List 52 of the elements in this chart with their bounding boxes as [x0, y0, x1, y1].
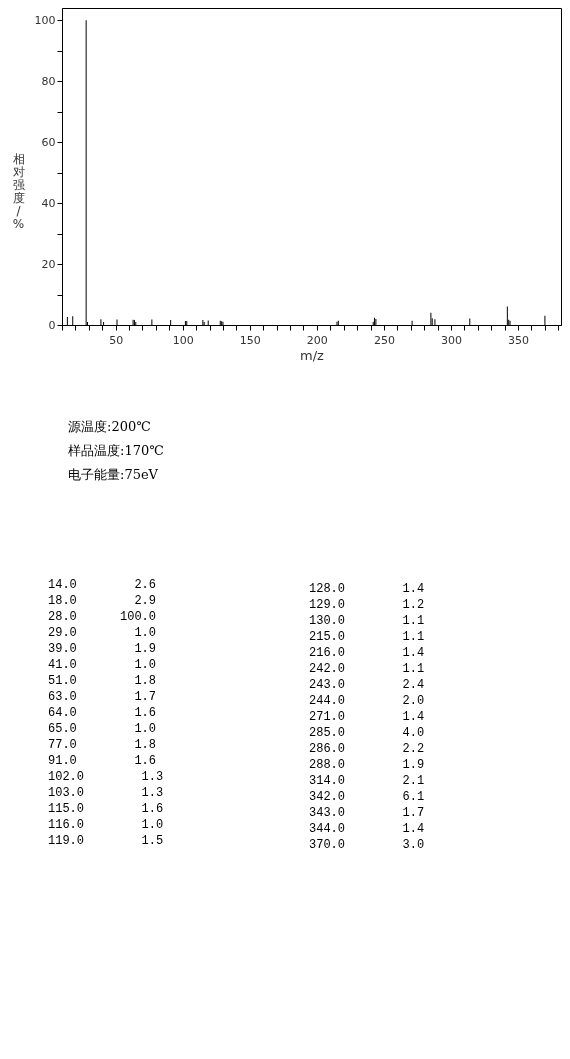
y-tick-label: 0 [48, 318, 56, 332]
text: 29.0 1.0 [48, 625, 157, 641]
text: 119.0 1.5 [48, 833, 164, 849]
text: 51.0 1.8 [48, 673, 157, 689]
text: 电子能量:75eV [68, 466, 159, 484]
text: 286.0 2.2 [309, 741, 425, 757]
text: 342.0 6.1 [309, 789, 425, 805]
text: 288.0 1.9 [309, 757, 425, 773]
text: 130.0 1.1 [309, 613, 425, 629]
text: 344.0 1.4 [309, 821, 425, 837]
text: 129.0 1.2 [309, 597, 425, 613]
text: 63.0 1.7 [48, 689, 157, 705]
text: 39.0 1.9 [48, 641, 157, 657]
y-tick-label: 80 [41, 74, 56, 88]
text: 244.0 2.0 [309, 693, 425, 709]
text: 102.0 1.3 [48, 769, 164, 785]
y-axis-title: 相对强度/% [12, 151, 25, 231]
text: 103.0 1.3 [48, 785, 164, 801]
y-tick-label: 60 [41, 135, 56, 149]
text: 128.0 1.4 [309, 581, 425, 597]
text: 115.0 1.6 [48, 801, 164, 817]
text: 64.0 1.6 [48, 705, 157, 721]
text: 116.0 1.0 [48, 817, 164, 833]
text: 242.0 1.1 [309, 661, 425, 677]
text: 28.0 100.0 [48, 609, 157, 625]
y-tick-label: 40 [41, 196, 56, 210]
x-tick-label: 100 [172, 333, 194, 347]
x-tick-label: 350 [508, 333, 530, 347]
text: 源温度:200℃ [68, 418, 152, 436]
text: 91.0 1.6 [48, 753, 157, 769]
text: 样品温度:170℃ [68, 442, 165, 460]
text: 271.0 1.4 [309, 709, 425, 725]
x-tick-label: 50 [109, 333, 124, 347]
x-axis-title: m/z [300, 347, 325, 363]
text: 215.0 1.1 [309, 629, 425, 645]
x-tick-label: 250 [373, 333, 395, 347]
text: 216.0 1.4 [309, 645, 425, 661]
text: 14.0 2.6 [48, 577, 157, 593]
text: 77.0 1.8 [48, 737, 157, 753]
text: 243.0 2.4 [309, 677, 425, 693]
y-tick-label: 20 [41, 257, 56, 271]
text: 285.0 4.0 [309, 725, 425, 741]
text: 41.0 1.0 [48, 657, 157, 673]
text: 343.0 1.7 [309, 805, 425, 821]
text: 370.0 3.0 [309, 837, 425, 853]
y-tick-label: 100 [34, 13, 56, 27]
text: 65.0 1.0 [48, 721, 157, 737]
text: 18.0 2.9 [48, 593, 157, 609]
text: 314.0 2.1 [309, 773, 425, 789]
x-tick-label: 300 [441, 333, 463, 347]
x-tick-label: 200 [306, 333, 328, 347]
x-tick-label: 150 [239, 333, 261, 347]
